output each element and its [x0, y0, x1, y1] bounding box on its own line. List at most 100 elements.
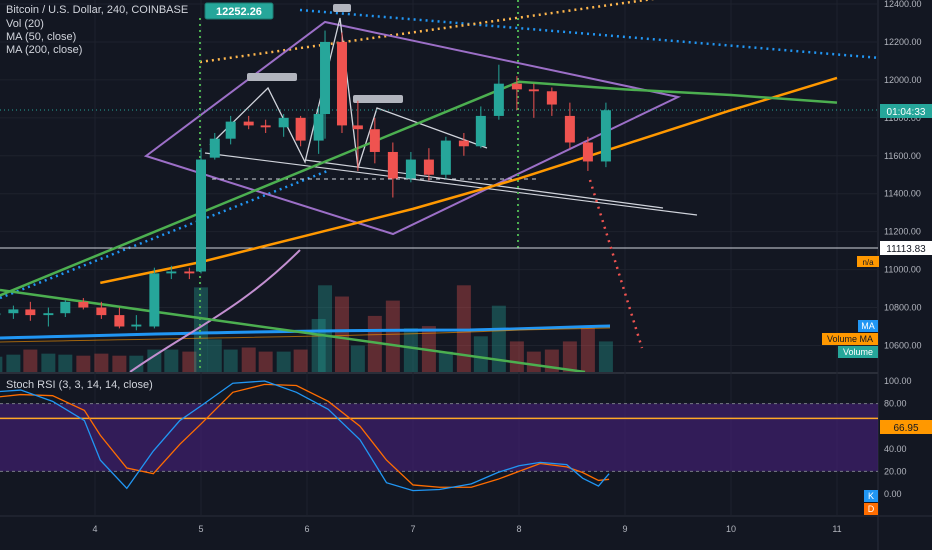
- volume-bar: [129, 355, 144, 372]
- stoch-tick-label: 80.00: [884, 399, 907, 409]
- drawings[interactable]: [0, 0, 880, 372]
- vol-badge-volume-ma-bg: [822, 333, 878, 345]
- time-tick-label: 9: [622, 524, 627, 534]
- price-tick-label: 11000.00: [884, 265, 921, 275]
- stoch-k-text: K: [868, 491, 874, 501]
- volume-bar: [258, 351, 273, 372]
- level-price-badge-bg: [880, 241, 932, 255]
- wedge-upper-line: [204, 152, 698, 216]
- time-tick-label: 4: [92, 524, 97, 534]
- candle-body: [295, 117, 306, 141]
- candle-body: [313, 114, 324, 141]
- ma50-line: [100, 76, 838, 285]
- candle-body: [582, 142, 593, 162]
- price-tick-label: 10800.00: [884, 303, 922, 313]
- stoch-d-badge-bg: [864, 503, 878, 515]
- volume-bar: [350, 345, 365, 372]
- candle-body: [78, 301, 89, 308]
- volume-bar: [164, 349, 179, 372]
- time-tick-label: 7: [410, 524, 415, 534]
- legend-ma50[interactable]: MA (50, close): [6, 31, 77, 43]
- volume-ma-line: [0, 324, 611, 340]
- volume-bar: [385, 300, 400, 372]
- volume-bar: [438, 351, 453, 372]
- candle-body: [243, 121, 254, 126]
- wedge-lower-line: [304, 159, 664, 209]
- stoch-band-fill: [0, 403, 878, 472]
- vol-badge-volume-ma: Volume MA: [827, 334, 873, 344]
- price-tick-label: 12200.00: [884, 37, 922, 47]
- candle-body: [60, 301, 71, 314]
- price-tick-label: 11600.00: [884, 151, 921, 161]
- candle-body: [320, 41, 331, 115]
- volume-ma-overlay: [0, 327, 611, 343]
- price-tick-label: 10600.00: [884, 340, 922, 350]
- volume-bar: [207, 339, 222, 372]
- volume-bar: [23, 349, 38, 372]
- volume-bar: [491, 305, 506, 372]
- candle-body: [493, 83, 504, 116]
- legend-vol[interactable]: Vol (20): [6, 18, 44, 30]
- countdown-badge-bg: [880, 104, 932, 118]
- volume-bar: [147, 349, 162, 372]
- volume-bar: [112, 355, 127, 372]
- volume-bar: [41, 353, 56, 372]
- time-tick-label: 10: [726, 524, 736, 534]
- candle-body: [528, 89, 539, 92]
- candle-body: [336, 41, 347, 126]
- head-label: [333, 4, 351, 12]
- candle-body: [440, 140, 451, 175]
- vol-badge-volume-bg: [838, 346, 878, 358]
- blue-dotted-trendline: [0, 168, 331, 300]
- volume-bar: [580, 328, 595, 372]
- candle-body: [43, 313, 54, 316]
- stoch-d-line: [0, 383, 610, 488]
- volume-bar: [58, 354, 73, 372]
- stoch-k-line: [0, 380, 610, 492]
- vol-badge-volume: Volume: [843, 347, 873, 357]
- legend-ma200[interactable]: MA (200, close): [6, 44, 83, 56]
- ma200-line: [0, 80, 838, 297]
- pane-separator: [0, 372, 932, 374]
- candle-body: [196, 159, 206, 272]
- hs-pattern: [209, 17, 488, 169]
- candle-body: [511, 83, 522, 90]
- candle-body: [405, 159, 416, 179]
- vol-badge-ma: MA: [861, 321, 875, 331]
- ma200-dotted-overlay: [299, 8, 878, 60]
- volume-bar: [0, 356, 3, 372]
- volume-bar: [194, 287, 208, 372]
- legend-stoch[interactable]: Stoch RSI (3, 3, 14, 14, close): [6, 379, 153, 391]
- volume-bar: [562, 341, 577, 372]
- candle-body: [225, 121, 236, 139]
- stoch-tick-label: 20.00: [884, 466, 907, 476]
- high-price-badge-bg: [204, 2, 274, 20]
- legend-title[interactable]: Bitcoin / U.S. Dollar, 240, COINBASE: [6, 4, 189, 16]
- candle-body: [387, 151, 398, 179]
- time-tick-label: 8: [516, 524, 521, 534]
- high-price-text: 12252.26: [216, 6, 262, 18]
- volume-bars: [0, 285, 613, 372]
- price-tick-label: 11400.00: [884, 189, 921, 199]
- candle-body: [369, 129, 380, 152]
- volume-bar: [94, 353, 109, 372]
- price-axis-bg[interactable]: [878, 0, 932, 550]
- volume-bar: [241, 347, 256, 372]
- vol-badge-ma-bg: [858, 320, 878, 332]
- ma-na-text: n/a: [862, 258, 874, 267]
- stoch-lines: [0, 380, 610, 492]
- stoch-value-badge-bg: [880, 420, 932, 434]
- candle-body: [209, 138, 220, 158]
- stoch-band: [0, 403, 878, 472]
- candle-body: [149, 273, 160, 327]
- stoch-tick-label: 0.00: [884, 489, 902, 499]
- candle-body: [475, 115, 486, 147]
- candle-body: [166, 271, 177, 274]
- volume-bar: [598, 341, 613, 372]
- countdown-text: 01:04:33: [887, 107, 926, 118]
- volume-bar: [182, 351, 197, 372]
- candle-body: [564, 115, 575, 143]
- pink-arc: [129, 249, 301, 372]
- volume-bar: [509, 341, 524, 372]
